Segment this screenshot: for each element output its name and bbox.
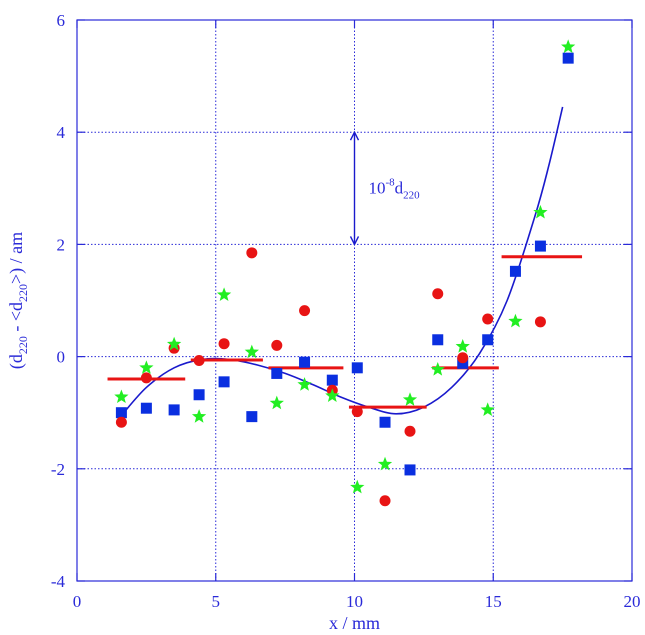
circle-point-9: [351, 406, 363, 418]
scale-bar: [349, 130, 360, 246]
y-tick-label-0: -4: [51, 572, 66, 591]
square-point-12: [432, 334, 444, 346]
star-point-12: [430, 362, 445, 376]
square-point-6: [271, 367, 283, 379]
star-point-15: [508, 313, 523, 328]
square-point-15: [509, 265, 521, 277]
y-title-part-2: - <d: [6, 302, 26, 336]
y-tick-label-4: 4: [57, 123, 66, 142]
circle-point-14: [482, 313, 494, 325]
square-point-0: [115, 407, 127, 419]
star-point-14: [480, 402, 495, 416]
y-title-part-3: >) / am: [6, 232, 27, 284]
star-point-4: [216, 287, 232, 301]
ticks: [76, 19, 633, 582]
y-title-sub-2: 220: [16, 284, 30, 302]
scale-label-sup: -8: [386, 176, 396, 188]
circle-point-4: [218, 338, 230, 350]
square-point-2: [168, 404, 180, 416]
x-tick-label-3: 15: [485, 592, 502, 611]
y-tick-label-5: 6: [57, 11, 66, 30]
tick-labels: 0 5 10 15 20 -4 -2 0 2 4 6: [51, 11, 641, 611]
square-point-8: [326, 374, 338, 386]
star-point-9: [350, 479, 365, 494]
square-point-16: [534, 240, 546, 252]
circle-point-15: [534, 316, 546, 328]
star-point-13: [455, 339, 470, 353]
square-point-14: [482, 334, 494, 346]
step-segments-layer: [107, 255, 583, 409]
circle-point-7: [299, 305, 311, 317]
circle-point-10: [379, 495, 391, 507]
star-point-17: [561, 39, 576, 53]
star-point-10: [377, 456, 393, 471]
star-point-5: [244, 344, 259, 359]
scale-bar-arrow-bottom: [349, 236, 360, 246]
y-axis-title: (d220 - <d220>) / am: [6, 232, 30, 369]
x-tick-label-0: 0: [73, 592, 82, 611]
circle-point-3: [193, 355, 205, 367]
square-point-17: [562, 52, 574, 64]
star-point-0: [114, 389, 129, 404]
square-point-5: [246, 411, 258, 423]
x-tick-label-2: 10: [346, 592, 363, 611]
circle-point-11: [404, 425, 416, 437]
circle-point-13: [457, 352, 469, 364]
scale-label-sub: 220: [403, 189, 420, 201]
square-point-11: [404, 464, 416, 476]
grid: [77, 20, 632, 581]
star-point-16: [533, 204, 548, 219]
star-point-6: [269, 395, 284, 410]
y-tick-label-3: 2: [57, 235, 66, 254]
circle-point-12: [432, 288, 444, 300]
scale-label-main: 10: [369, 178, 386, 197]
x-axis-title: x / mm: [329, 613, 380, 633]
scale-bar-arrow-top: [349, 130, 360, 141]
star-point-3: [191, 409, 207, 423]
square-point-7: [299, 356, 311, 368]
scale-bar-label: 10-8d220: [369, 176, 421, 201]
star-point-2: [166, 336, 182, 351]
circle-point-0: [115, 416, 127, 428]
circle-point-6: [271, 339, 283, 351]
data-markers-layer: [114, 39, 576, 507]
square-point-9: [351, 362, 363, 374]
square-point-3: [193, 389, 205, 401]
square-point-4: [218, 376, 230, 388]
scale-label-rest: d: [395, 178, 404, 197]
star-point-11: [402, 392, 418, 406]
square-point-1: [140, 402, 152, 414]
x-tick-label-1: 5: [212, 592, 221, 611]
square-point-10: [379, 416, 391, 428]
y-tick-label-1: -2: [51, 460, 65, 479]
star-point-1: [139, 360, 154, 374]
x-tick-label-4: 20: [624, 592, 641, 611]
star-point-8: [325, 388, 340, 402]
circle-point-1: [140, 372, 152, 384]
y-title-sub-1: 220: [16, 336, 30, 354]
y-title-part-1: (d: [6, 354, 27, 369]
star-point-7: [297, 377, 312, 391]
y-tick-label-2: 0: [57, 348, 66, 367]
square-point-13: [457, 357, 469, 369]
circle-point-5: [246, 247, 258, 259]
